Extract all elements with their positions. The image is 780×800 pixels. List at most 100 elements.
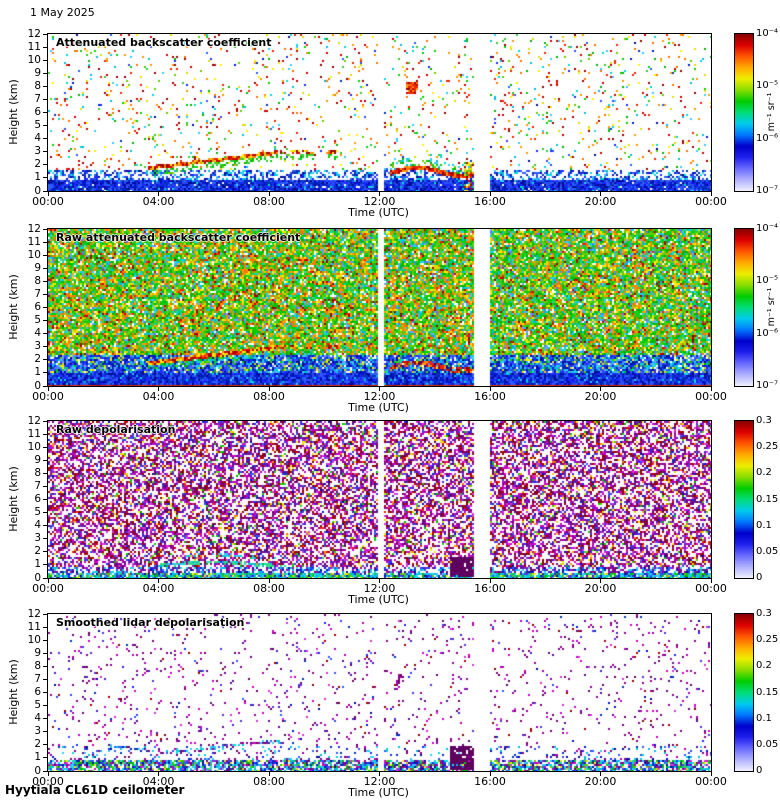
x-tick-mark bbox=[379, 579, 380, 583]
y-tick-mark bbox=[43, 770, 47, 772]
y-tick-mark bbox=[43, 525, 47, 527]
y-tick-label: 4 bbox=[34, 132, 41, 145]
y-tick-label: 5 bbox=[34, 699, 41, 712]
x-axis-label: Time (UTC) bbox=[348, 786, 409, 799]
panel-title: Raw attenuated backscatter coefficient bbox=[56, 231, 301, 244]
y-tick-mark bbox=[43, 446, 47, 448]
y-tick-label: 7 bbox=[34, 92, 41, 105]
x-tick-label: 08:00 bbox=[253, 582, 285, 595]
y-tick-mark bbox=[43, 333, 47, 335]
y-tick-mark bbox=[43, 577, 47, 579]
y-tick-label: 4 bbox=[34, 327, 41, 340]
y-tick-label: 5 bbox=[34, 314, 41, 327]
x-tick-mark bbox=[158, 772, 159, 776]
y-tick-label: 2 bbox=[34, 158, 41, 171]
colorbar-tick-label: 0.25 bbox=[756, 441, 779, 453]
y-tick-label: 8 bbox=[34, 274, 41, 287]
x-tick-label: 04:00 bbox=[142, 582, 175, 595]
y-tick-mark bbox=[43, 678, 47, 680]
y-tick-mark bbox=[43, 346, 47, 348]
y-tick-mark bbox=[43, 177, 47, 179]
x-tick-mark bbox=[47, 772, 49, 776]
y-tick-mark bbox=[43, 241, 47, 243]
colorbar bbox=[734, 613, 754, 772]
y-tick-label: 11 bbox=[27, 40, 41, 53]
y-tick-mark bbox=[43, 499, 47, 500]
colorbar-tick-label: 10⁻⁵ bbox=[756, 275, 779, 287]
panel-attenuated-backscatter: Attenuated backscatter coefficient Heigh… bbox=[0, 28, 780, 229]
x-tick-label: 00:00 bbox=[32, 582, 64, 595]
colorbar-tick-label: 10⁻⁴ bbox=[756, 223, 779, 234]
colorbar-tick-label: 10⁻⁷ bbox=[756, 380, 779, 391]
y-tick-label: 3 bbox=[34, 725, 41, 738]
x-tick-mark bbox=[600, 579, 601, 583]
x-tick-label: 12:00 bbox=[363, 195, 396, 208]
y-tick-mark bbox=[43, 692, 47, 693]
raw-attenuated-backscatter-heatmap bbox=[47, 228, 712, 387]
y-tick-mark bbox=[43, 138, 47, 140]
x-tick-label: 16:00 bbox=[474, 195, 506, 208]
x-tick-mark bbox=[268, 192, 270, 196]
y-tick-mark bbox=[43, 228, 47, 230]
y-tick-mark bbox=[43, 125, 47, 127]
x-tick-label: 12:00 bbox=[363, 775, 396, 788]
y-tick-label: 9 bbox=[34, 453, 41, 466]
y-tick-label: 7 bbox=[34, 287, 41, 300]
y-tick-mark bbox=[43, 59, 47, 61]
y-tick-mark bbox=[43, 280, 47, 282]
x-tick-label: 20:00 bbox=[584, 582, 617, 595]
y-tick-label: 10 bbox=[27, 248, 41, 261]
y-tick-label: 7 bbox=[34, 672, 41, 685]
x-tick-mark bbox=[710, 192, 712, 196]
y-tick-mark bbox=[43, 254, 47, 256]
colorbar-tick-label: 10⁻⁷ bbox=[756, 185, 779, 196]
x-tick-mark bbox=[489, 579, 491, 583]
x-tick-label: 00:00 bbox=[32, 775, 64, 788]
y-tick-mark bbox=[43, 665, 47, 667]
x-axis-label: Time (UTC) bbox=[348, 401, 409, 414]
y-tick-label: 8 bbox=[34, 659, 41, 672]
colorbar-tick-label: 0.1 bbox=[756, 519, 772, 531]
panel-title: Attenuated backscatter coefficient bbox=[56, 36, 272, 49]
x-tick-mark bbox=[158, 192, 159, 196]
x-tick-label: 16:00 bbox=[474, 390, 506, 403]
y-tick-label: 6 bbox=[34, 106, 41, 118]
y-tick-mark bbox=[43, 472, 47, 474]
smoothed-depolarisation-heatmap bbox=[47, 613, 712, 772]
colorbar-tick-label: 0.3 bbox=[756, 608, 772, 619]
y-tick-label: 7 bbox=[34, 479, 41, 492]
y-tick-label: 0 bbox=[34, 764, 41, 777]
attenuated-backscatter-heatmap bbox=[47, 33, 712, 192]
x-tick-mark bbox=[600, 387, 601, 391]
y-tick-mark bbox=[43, 564, 47, 566]
colorbar-tick-label: 10⁻⁶ bbox=[756, 327, 779, 339]
y-tick-mark bbox=[43, 639, 47, 641]
y-tick-mark bbox=[43, 372, 47, 374]
x-tick-mark bbox=[268, 579, 270, 583]
colorbar-tick-label: 0.05 bbox=[756, 738, 779, 750]
x-tick-label: 04:00 bbox=[142, 195, 175, 208]
x-tick-label: 16:00 bbox=[474, 775, 506, 788]
y-tick-mark bbox=[43, 433, 47, 435]
colorbar-tick-label: 0 bbox=[756, 572, 763, 583]
y-tick-mark bbox=[43, 307, 47, 308]
y-tick-label: 5 bbox=[34, 506, 41, 519]
x-tick-mark bbox=[489, 192, 491, 196]
y-tick-mark bbox=[43, 190, 47, 192]
x-tick-label: 04:00 bbox=[142, 390, 175, 403]
y-tick-mark bbox=[43, 72, 47, 74]
x-tick-mark bbox=[710, 387, 712, 391]
y-tick-mark bbox=[43, 613, 47, 615]
y-tick-mark bbox=[43, 267, 47, 269]
y-tick-label: 10 bbox=[27, 53, 41, 66]
x-tick-mark bbox=[158, 387, 159, 391]
y-tick-mark bbox=[43, 359, 47, 361]
y-tick-mark bbox=[43, 385, 47, 387]
y-tick-mark bbox=[43, 485, 47, 487]
y-tick-label: 11 bbox=[27, 235, 41, 248]
x-tick-label: 12:00 bbox=[363, 390, 396, 403]
y-tick-label: 2 bbox=[34, 353, 41, 366]
y-tick-label: 12 bbox=[27, 222, 41, 235]
y-tick-mark bbox=[43, 705, 47, 707]
